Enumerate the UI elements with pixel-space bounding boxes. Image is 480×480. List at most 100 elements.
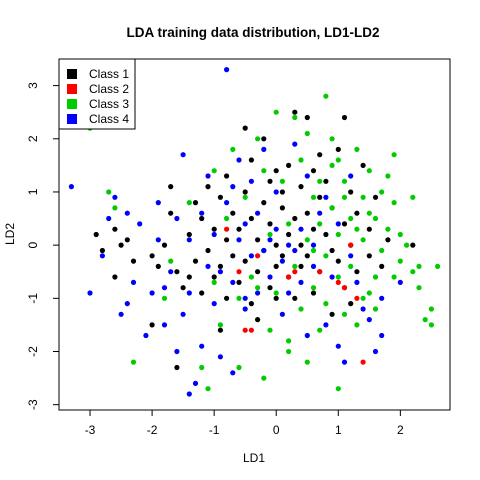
y-axis: -3 -2 -1 0 1 2 3: [26, 82, 59, 410]
data-point: [279, 189, 285, 195]
y-tick-label: -1: [26, 293, 40, 304]
data-point: [267, 178, 273, 184]
data-point: [304, 173, 310, 179]
data-point: [130, 258, 137, 264]
data-point: [267, 237, 273, 243]
data-point: [205, 386, 211, 392]
data-point: [149, 253, 155, 259]
data-point: [273, 242, 279, 248]
data-point: [304, 253, 310, 259]
data-point: [273, 226, 279, 232]
data-point: [273, 109, 279, 115]
data-point: [236, 269, 242, 275]
data-point: [273, 168, 279, 174]
data-point: [341, 311, 348, 317]
data-point: [366, 226, 372, 232]
data-point: [273, 290, 279, 296]
data-point: [180, 311, 186, 317]
data-point: [354, 269, 360, 275]
data-point: [366, 210, 372, 216]
y-tick-label: 3: [26, 82, 40, 89]
data-point: [354, 226, 360, 232]
x-tick-label: 1: [335, 423, 342, 437]
data-point: [230, 184, 236, 190]
data-point: [161, 295, 168, 301]
x-tick-label: 2: [397, 423, 404, 437]
data-point: [205, 263, 211, 269]
data-point: [348, 189, 354, 195]
data-point: [317, 178, 323, 184]
data-point: [329, 162, 335, 168]
data-point: [329, 136, 335, 142]
data-point: [130, 359, 137, 365]
data-point: [335, 221, 341, 227]
data-point: [224, 67, 230, 73]
data-point: [211, 231, 217, 238]
data-point: [230, 210, 236, 216]
data-point: [180, 285, 186, 291]
data-point: [199, 290, 205, 296]
data-point: [304, 237, 310, 243]
data-point: [317, 269, 323, 275]
legend-swatch: [67, 69, 77, 79]
y-tick-label: 2: [26, 135, 40, 142]
data-point: [211, 301, 217, 307]
data-point: [118, 311, 124, 317]
data-point: [248, 301, 254, 307]
data-point: [360, 306, 366, 312]
data-point: [242, 221, 248, 227]
data-point: [360, 237, 366, 243]
data-point: [130, 279, 137, 285]
data-point: [112, 205, 118, 211]
data-point: [261, 200, 267, 206]
data-point: [379, 247, 385, 254]
data-point: [248, 215, 254, 222]
data-point: [379, 189, 385, 195]
data-point: [317, 210, 323, 216]
data-point: [310, 194, 317, 200]
data-point: [286, 231, 292, 238]
data-point: [391, 274, 397, 280]
data-point: [304, 359, 310, 365]
data-point: [261, 136, 267, 142]
data-point: [248, 253, 254, 259]
data-point: [168, 269, 174, 275]
data-point: [261, 375, 267, 381]
data-point: [255, 269, 261, 275]
data-point: [360, 359, 366, 365]
data-point: [242, 194, 248, 200]
data-point: [242, 258, 248, 264]
data-point: [348, 173, 354, 179]
data-point: [255, 210, 261, 216]
data-point: [298, 157, 304, 163]
data-point: [304, 332, 310, 339]
data-point: [224, 237, 230, 243]
data-point: [168, 210, 174, 216]
data-point: [317, 327, 323, 333]
data-point: [385, 173, 391, 179]
data-point: [199, 215, 205, 222]
data-point: [335, 386, 341, 392]
data-point: [124, 237, 130, 243]
data-point: [236, 157, 242, 163]
data-point: [385, 226, 391, 232]
data-point: [112, 274, 118, 280]
data-point: [192, 380, 199, 386]
data-point: [255, 317, 261, 323]
data-point: [236, 237, 242, 243]
data-point: [379, 332, 385, 339]
data-point: [292, 295, 298, 301]
data-point: [267, 285, 273, 291]
data-point: [354, 322, 360, 328]
data-point: [323, 194, 329, 200]
data-point: [230, 146, 236, 152]
data-point: [279, 258, 285, 264]
data-point: [298, 226, 304, 232]
legend-swatch: [67, 84, 77, 94]
data-point: [255, 136, 261, 142]
data-point: [354, 279, 360, 285]
data-point: [292, 141, 298, 147]
data-point: [186, 237, 192, 243]
data-point: [186, 200, 192, 206]
data-points: [68, 67, 441, 397]
